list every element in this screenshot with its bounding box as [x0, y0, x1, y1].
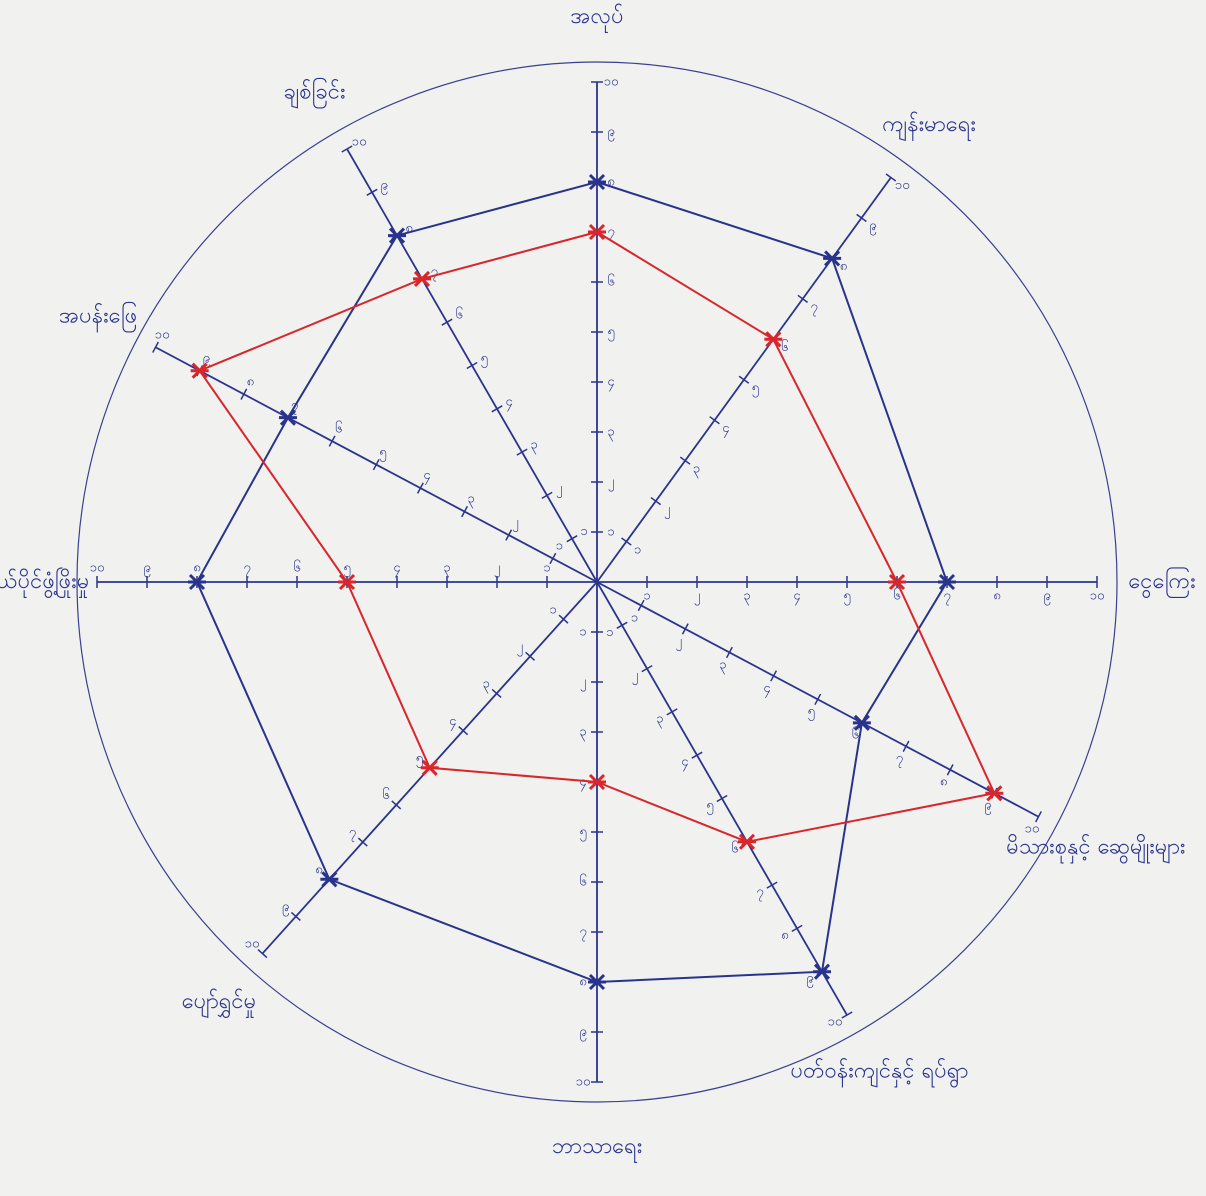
tick-label: ၁၀	[1090, 589, 1105, 604]
tick-label: ၂	[694, 589, 700, 606]
category-label: ဘာသာရေး	[552, 1134, 643, 1163]
tick-label: ၇	[756, 885, 763, 902]
tick-label: ၃	[443, 561, 450, 578]
category-label: အပန်းဖြေ	[59, 302, 137, 333]
tick-label: ၂	[676, 634, 682, 651]
tick-label: ၂	[608, 475, 614, 492]
tick-label: ၆	[781, 339, 788, 355]
tick-label: ၇	[349, 825, 356, 842]
tick-label: ၆	[293, 560, 300, 576]
tick-label: ၃	[579, 725, 586, 742]
tick-label: ၄	[722, 421, 730, 438]
tick-label: ၅	[843, 589, 850, 606]
tick-label: ၂	[556, 481, 562, 498]
tick-label: ၄	[423, 468, 431, 485]
tick-label: ၁	[549, 602, 556, 617]
background	[0, 0, 1206, 1196]
tick-label: ၆	[731, 840, 738, 856]
tick-label: ၆	[607, 274, 614, 290]
tick-label: ၅	[808, 704, 815, 721]
tick-label: ၁	[607, 525, 614, 540]
tick-label: ၃	[483, 677, 490, 694]
tick-label: ၁	[580, 524, 587, 539]
tick-label: ၇	[810, 300, 817, 317]
tick-label: ၂	[516, 639, 522, 656]
tick-label: ၄	[681, 755, 689, 772]
tick-label: ၉	[579, 1025, 586, 1042]
tick-label: ၃	[719, 657, 726, 674]
tick-label: ၈	[247, 374, 254, 389]
tick-label: ၇	[943, 589, 950, 606]
tick-label: ၄	[607, 375, 615, 392]
tick-label: ၈	[781, 928, 788, 943]
tick-label: ၄	[449, 714, 457, 731]
tick-label: ၁	[556, 539, 563, 554]
tick-label: ၈	[193, 561, 200, 576]
tick-label: ၁	[606, 625, 613, 640]
tick-label: ၁၀	[155, 327, 170, 342]
tick-label: ၁	[634, 542, 641, 557]
tick-label: ၄	[579, 775, 587, 792]
tick-label: ၆	[455, 307, 462, 323]
tick-label: ၅	[752, 380, 759, 397]
category-label: ကျန်းမာရေး	[882, 111, 976, 141]
tick-label: ၉	[1043, 589, 1050, 606]
tick-label: ၆	[579, 874, 586, 890]
tick-label: ၂	[512, 515, 518, 532]
tick-label: ၅	[579, 825, 586, 842]
tick-label: ၂	[632, 668, 638, 685]
tick-label: ၅	[706, 798, 713, 815]
tick-label: ၁၀	[245, 937, 260, 952]
tick-label: ၄	[393, 561, 401, 578]
tick-label: ၉	[143, 561, 150, 578]
tick-label: ၁	[643, 589, 650, 604]
category-label: ချစ်ခြင်း	[283, 78, 345, 109]
tick-label: ၇	[896, 751, 903, 768]
tick-label: ၆	[335, 420, 342, 436]
tick-label: ၇	[243, 561, 250, 578]
tick-label: ၂	[664, 502, 670, 519]
tick-label: ၉	[607, 125, 614, 142]
tick-label: ၉	[380, 178, 387, 195]
chart: ၁၂၃၄၅၆၇၈၉၁၀အလုပ်၁၂၃၄၅၆၇၈၉၁၀ကျန်းမာရေး၁၂၃…	[0, 0, 1206, 1196]
tick-label: ၁၀	[576, 1075, 591, 1090]
tick-label: ၄	[793, 589, 801, 606]
tick-label: ၁၀	[828, 1015, 843, 1030]
tick-label: ၅	[379, 445, 386, 462]
tick-label: ၈	[840, 259, 847, 274]
tick-label: ၈	[993, 589, 1000, 604]
tick-label: ၁၀	[90, 561, 105, 576]
tick-label: ၂	[580, 675, 586, 692]
tick-label: ၁	[631, 610, 638, 625]
tick-label: ၅	[343, 561, 350, 578]
tick-label: ၅	[607, 325, 614, 342]
tick-label: ၁	[543, 561, 550, 576]
category-label: အလုပ်	[570, 3, 623, 33]
category-label: ပျော်ရွှင်မှု	[182, 988, 256, 1018]
tick-label: ၅	[480, 351, 487, 368]
tick-label: ၉	[282, 900, 289, 917]
tick-label: ၈	[940, 775, 947, 790]
tick-label: ၃	[530, 438, 537, 455]
tick-label: ၃	[743, 589, 750, 606]
tick-label: ၅	[416, 751, 423, 768]
tick-label: ၃	[607, 425, 614, 442]
tick-label: ၉	[806, 971, 813, 988]
tick-label: ၇	[579, 925, 586, 942]
tick-label: ၃	[693, 461, 700, 478]
tick-label: ၂	[494, 561, 500, 578]
tick-label: ၁	[579, 625, 586, 640]
tick-label: ၄	[505, 394, 513, 411]
tick-label: ၁၀	[352, 134, 367, 149]
tick-label: ၁၀	[604, 75, 619, 90]
tick-label: ၃	[656, 711, 663, 728]
tick-label: ၇	[430, 264, 437, 281]
tick-label: ၉	[869, 219, 876, 236]
tick-label: ၆	[382, 787, 389, 803]
tick-label: ၃	[467, 492, 474, 509]
tick-label: ၈	[315, 862, 322, 877]
tick-label: ၁၀	[895, 178, 910, 193]
tick-label: ၄	[763, 681, 771, 698]
